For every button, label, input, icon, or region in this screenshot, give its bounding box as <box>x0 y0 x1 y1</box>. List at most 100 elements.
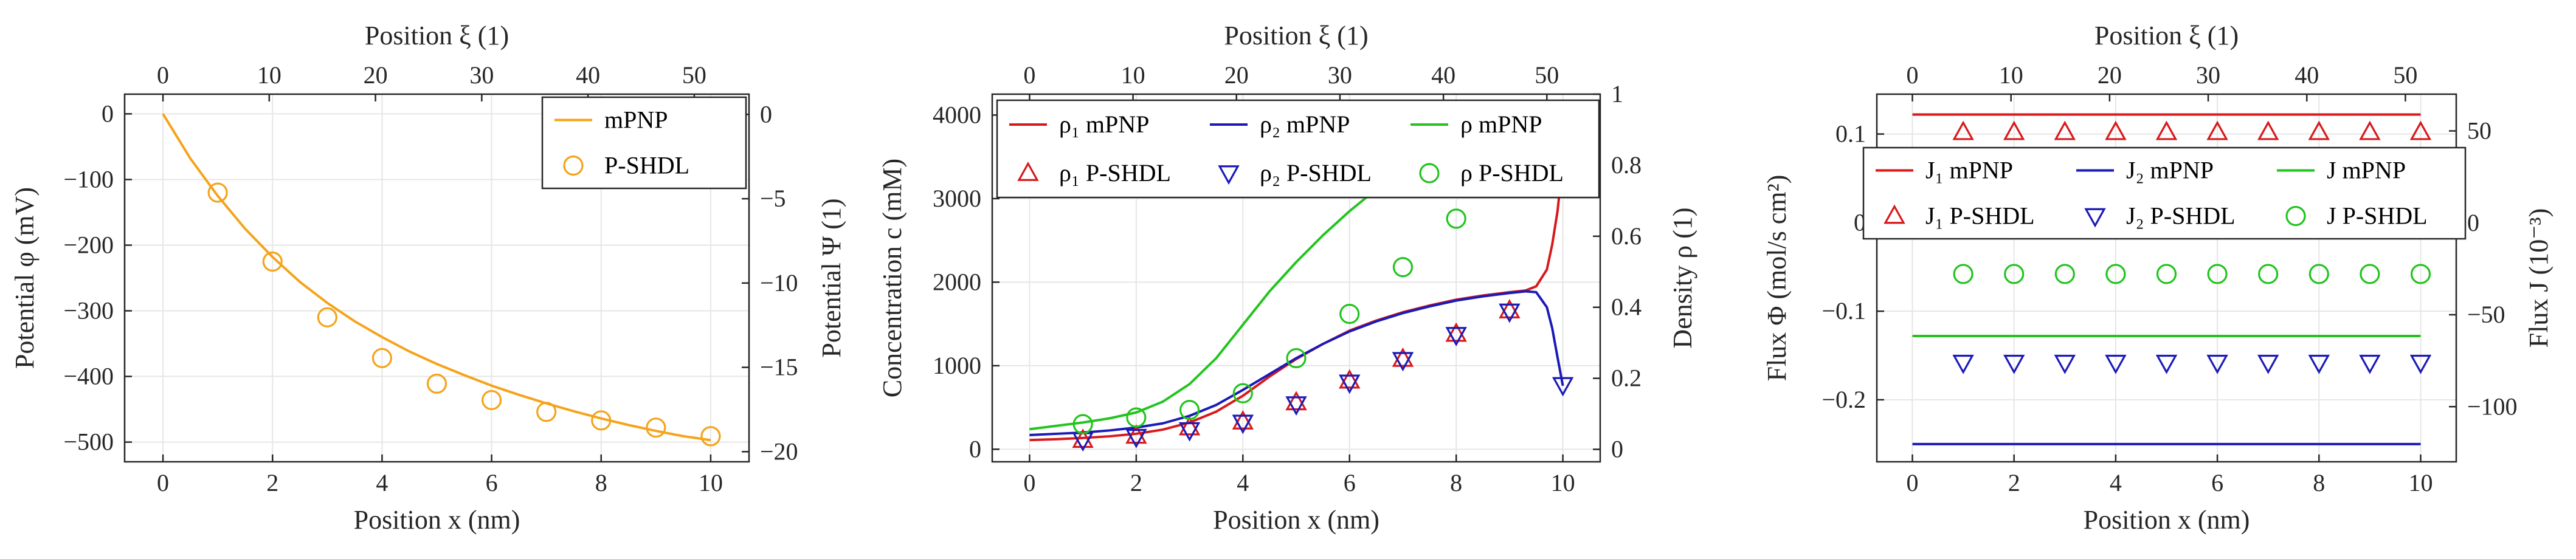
data-point <box>1286 348 1307 369</box>
data-point <box>207 182 228 203</box>
top-x-tick-label: 20 <box>2098 61 2122 89</box>
top-x-tick-label: 0 <box>1023 61 1035 89</box>
x-tick-label: 8 <box>2313 469 2325 496</box>
data-point <box>1392 347 1414 367</box>
data-point <box>1392 257 1414 278</box>
y-tick-label: −0.2 <box>1822 386 1866 413</box>
legend-label: ρ₂ mPNP <box>1260 111 1350 138</box>
x-axis-label: Position x (nm) <box>354 505 520 535</box>
top-x-axis-label: Position ξ (1) <box>1224 21 1368 50</box>
x-tick-label: 4 <box>1237 469 1249 496</box>
y-axis-label: Concentration c (mM) <box>877 159 907 397</box>
legend-label: ρ mPNP <box>1460 111 1542 138</box>
data-point <box>2359 354 2381 374</box>
data-point <box>591 410 612 431</box>
data-point <box>1285 396 1307 416</box>
data-point <box>1445 327 1467 347</box>
y-tick-label: 0.1 <box>1835 120 1866 148</box>
right-y-tick-label: 0 <box>760 100 772 128</box>
concentration-panel: 0 2 4 6 8 10 0 1000 2000 3000 4000 0 10 20 30 40 50 0 0.2 0… <box>877 21 1697 535</box>
data-point <box>2409 120 2432 140</box>
legend-label: mPNP <box>604 106 668 134</box>
data-point <box>317 307 337 328</box>
data-point <box>2054 354 2076 374</box>
legend-box <box>541 96 747 190</box>
top-x-tick-label: 0 <box>157 61 169 89</box>
x-tick-label: 8 <box>1450 469 1462 496</box>
top-x-tick-label: 30 <box>1328 61 1352 89</box>
data-point <box>2156 264 2177 284</box>
plot-frame <box>1876 93 2457 463</box>
data-point <box>1953 264 1973 284</box>
y-axis-label: Potential φ (mV) <box>10 187 40 369</box>
top-x-tick-label: 20 <box>364 61 388 89</box>
y-tick-label: −200 <box>63 231 114 258</box>
y-tick-label: −300 <box>63 297 114 324</box>
data-point <box>2308 264 2329 284</box>
x-tick-label: 6 <box>1344 469 1356 496</box>
data-point <box>1392 352 1414 372</box>
top-x-tick-label: 50 <box>682 61 706 89</box>
y-tick-label: −400 <box>63 363 114 390</box>
data-point <box>426 373 447 394</box>
y-tick-label: −0.1 <box>1822 297 1866 324</box>
legend-label: J₁ mPNP <box>1925 157 2013 184</box>
right-y-tick-label: 0.2 <box>1611 365 1642 392</box>
data-point <box>2054 264 2075 284</box>
x-tick-label: 6 <box>2211 469 2223 496</box>
legend-swatch <box>2084 208 2106 228</box>
legend-swatch <box>563 155 584 176</box>
data-point <box>1952 354 1974 374</box>
data-point <box>2206 354 2228 374</box>
legend-box <box>1862 146 2467 240</box>
right-y-axis-label: Potential Ψ (1) <box>817 198 846 357</box>
data-point <box>262 251 283 272</box>
data-point <box>1339 304 1360 324</box>
data-point <box>1072 428 1094 448</box>
legend-label: J P-SHDL <box>2327 202 2428 230</box>
legend-label: J₂ mPNP <box>2126 157 2214 184</box>
y-tick-label: 0 <box>102 100 114 127</box>
right-y-tick-label: −5 <box>760 185 786 212</box>
top-x-tick-label: 20 <box>1224 61 1249 89</box>
data-point <box>2206 120 2228 140</box>
right-y-tick-label: 0 <box>2467 209 2479 236</box>
legend-box <box>996 99 1600 199</box>
data-point <box>2258 264 2279 284</box>
x-tick-label: 2 <box>1130 469 1142 496</box>
x-tick-label: 10 <box>1551 469 1575 496</box>
legend-swatch <box>1884 204 1905 224</box>
right-y-tick-label: 0.6 <box>1611 222 1642 250</box>
right-y-axis-label: Density ρ (1) <box>1668 207 1697 348</box>
y-tick-label: −500 <box>63 428 114 456</box>
x-tick-label: 8 <box>595 469 607 496</box>
x-tick-label: 4 <box>376 469 388 496</box>
legend-label: P-SHDL <box>604 152 689 179</box>
right-y-tick-label: −50 <box>2467 301 2505 328</box>
top-x-tick-label: 10 <box>1999 61 2023 89</box>
top-x-axis-label: Position ξ (1) <box>365 21 509 50</box>
data-point <box>1125 428 1147 448</box>
y-tick-label: −100 <box>63 165 114 193</box>
legend-swatch <box>1419 163 1440 183</box>
data-point <box>1125 424 1147 444</box>
top-x-tick-label: 0 <box>1907 61 1919 89</box>
series-group <box>1912 113 2432 445</box>
data-point <box>1952 120 1974 140</box>
top-x-tick-label: 40 <box>2295 61 2319 89</box>
legend-swatch <box>2285 205 2306 227</box>
top-x-tick-label: 40 <box>1431 61 1455 89</box>
data-point <box>1178 422 1201 442</box>
x-tick-label: 0 <box>157 469 169 496</box>
right-y-tick-label: 0.4 <box>1611 293 1642 321</box>
data-point <box>1445 322 1467 342</box>
y-axis-label: Flux Φ (mol/s cm²) <box>1762 175 1792 382</box>
plot-frame <box>991 93 1601 463</box>
right-y-tick-label: 0 <box>1611 436 1623 463</box>
data-point <box>2004 264 2025 284</box>
data-point <box>1499 303 1521 323</box>
legend-label: ρ₂ P-SHDL <box>1260 159 1372 187</box>
data-point <box>2207 264 2228 284</box>
series-line <box>162 113 711 442</box>
